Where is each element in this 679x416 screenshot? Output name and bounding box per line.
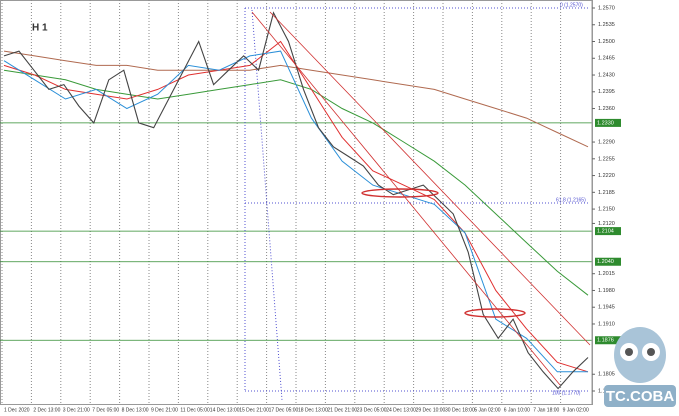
zone-marker — [361, 188, 439, 198]
y-tick-label: 1.2220 — [598, 173, 615, 179]
logo-text: TC.COBA — [606, 388, 674, 405]
fib-label: 61.8 (1.2165) — [556, 197, 586, 203]
y-tick-label: 1.2500 — [598, 39, 615, 45]
x-tick-label: 15 Dec 21:00 — [239, 407, 269, 413]
zone-marker — [464, 308, 526, 318]
level-label: 1.2040 — [597, 259, 614, 265]
x-tick-label: 24 Dec 13:00 — [386, 407, 416, 413]
y-tick-label: 1.2185 — [598, 190, 615, 196]
x-tick-label: 7 Dec 05:00 — [92, 407, 119, 413]
owl — [614, 327, 666, 383]
y-tick-label: 1.1945 — [598, 305, 615, 311]
y-tick-label: 1.2150 — [598, 207, 615, 213]
x-tick-label: 11 Dec 05:00 — [180, 407, 210, 413]
y-tick-label: 1.2535 — [598, 22, 615, 28]
y-tick-label: 1.2395 — [598, 89, 615, 95]
logo: TC.COBA — [604, 327, 676, 407]
logo-box — [604, 385, 676, 407]
channel-line — [251, 11, 561, 386]
channel — [251, 11, 591, 386]
x-tick-label: 9 Jan 02:00 — [563, 407, 589, 413]
y-tick-label: 1.2255 — [598, 156, 615, 162]
y-tick-label: 1.2290 — [598, 140, 615, 146]
y-tick-label: 1.2120 — [598, 221, 615, 227]
x-tick-label: 8 Dec 13:00 — [122, 407, 149, 413]
y-tick-label: 1.1805 — [598, 372, 615, 378]
x-tick-label: 3 Dec 21:00 — [63, 407, 90, 413]
x-tick-label: 9 Dec 21:00 — [151, 407, 178, 413]
y-tick-label: 1.2015 — [598, 271, 615, 277]
y-tick-label: 1.2570 — [598, 5, 615, 11]
fib-label: 0 (1.2570) — [560, 2, 583, 8]
level-label: 1.2104 — [597, 229, 614, 235]
fib-line — [251, 9, 283, 401]
x-tick-label: 5 Jan 02:00 — [474, 407, 500, 413]
x-tick-label: 29 Dec 10:00 — [416, 407, 446, 413]
level-label: 1.1876 — [597, 338, 614, 344]
x-tick-label: 17 Dec 05:00 — [269, 407, 299, 413]
y-tick-label: 1.2430 — [598, 72, 615, 78]
fib-box — [244, 7, 590, 401]
level-tag — [595, 257, 621, 266]
owl-pupil — [647, 348, 655, 356]
level-tag — [595, 336, 621, 345]
x-tick-label: 1 Dec 2020 — [4, 407, 30, 413]
x-tick-label: 2 Dec 13:00 — [33, 407, 60, 413]
x-tick-label: 23 Dec 05:00 — [357, 407, 387, 413]
x-tick-label: 14 Dec 13:00 — [210, 407, 240, 413]
level-tag — [595, 118, 621, 127]
x-tick-label: 18 Dec 13:00 — [298, 407, 328, 413]
x-tick-label: 6 Jan 10:00 — [504, 407, 530, 413]
x-tick-label: 30 Dec 18:00 — [445, 407, 475, 413]
level-label: 1.2330 — [597, 120, 614, 126]
channel-line — [269, 11, 591, 346]
timeframe: H 1 — [32, 23, 48, 34]
x-tick-label: 21 Dec 21:00 — [327, 407, 357, 413]
level-tag — [595, 227, 621, 236]
x-tick-label: 7 Jan 18:00 — [533, 407, 559, 413]
fib-label: 100 (1.1770) — [552, 390, 581, 396]
owl-pupil — [625, 348, 633, 356]
ma-line — [3, 50, 588, 373]
y-tick-label: 1.2465 — [598, 56, 615, 62]
y-tick-label: 1.1980 — [598, 288, 615, 294]
y-tick-label: 1.1910 — [598, 321, 615, 327]
y-tick-label: 1.2360 — [598, 106, 615, 112]
ma-line — [3, 50, 589, 148]
